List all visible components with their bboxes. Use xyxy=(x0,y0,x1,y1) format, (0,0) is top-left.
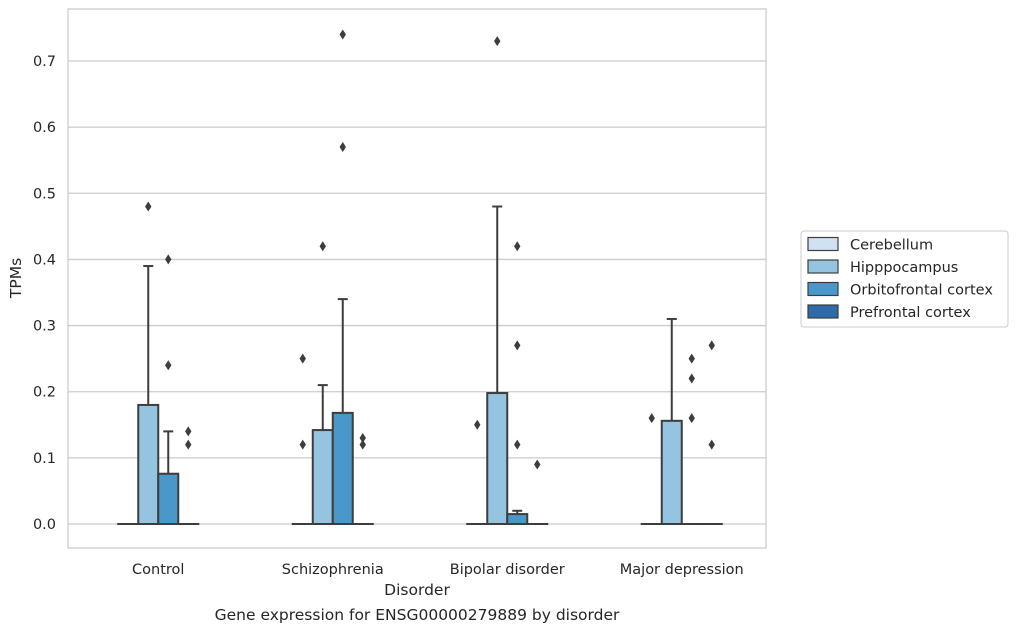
flier-point xyxy=(339,29,346,40)
flier-point xyxy=(165,254,172,265)
box-cerebellum xyxy=(640,413,663,526)
y-tick-label: 0.6 xyxy=(33,120,56,136)
box-body xyxy=(486,392,509,525)
flier-point xyxy=(185,426,192,437)
box-body xyxy=(157,472,180,525)
box-hipppocampus xyxy=(311,241,334,526)
x-tick-label: Bipolar disorder xyxy=(450,562,565,578)
box-hipppocampus xyxy=(137,201,160,526)
legend-swatch xyxy=(807,236,839,252)
flier-point xyxy=(185,439,192,450)
box-cerebellum xyxy=(466,419,489,526)
y-tick-label: 0.5 xyxy=(33,186,56,202)
box-hipppocampus xyxy=(660,317,683,525)
flier-point xyxy=(688,353,695,364)
flier-point xyxy=(708,439,715,450)
legend-label: Cerebellum xyxy=(850,238,933,254)
flier-point xyxy=(145,201,152,212)
flier-point xyxy=(514,439,521,450)
legend-label: Hipppocampus xyxy=(850,260,958,276)
y-axis-title: TPMs xyxy=(7,258,25,299)
y-tick-label: 0.2 xyxy=(33,385,56,401)
y-tick-labels: 0.0 0.1 0.2 0.3 0.4 0.5 0.6 0.7 xyxy=(33,54,56,533)
flier-point xyxy=(299,439,306,450)
x-axis-title: Disorder xyxy=(384,581,450,599)
flier-point xyxy=(708,340,715,351)
flier-point xyxy=(494,36,501,47)
y-tick-label: 0.3 xyxy=(33,319,56,335)
box-prefrontal-cortex xyxy=(526,459,549,526)
plot-marks xyxy=(117,29,723,526)
legend: Cerebellum Hipppocampus Orbitofrontal cort… xyxy=(800,230,1009,328)
flier-point xyxy=(339,141,346,152)
y-tick-label: 0.1 xyxy=(33,451,56,467)
box-body xyxy=(660,419,683,525)
flier-point xyxy=(648,413,655,424)
legend-label: Prefrontal cortex xyxy=(850,305,971,321)
flier-point xyxy=(534,459,541,470)
box-orbitofrontal-cortex xyxy=(680,353,703,526)
flier-point xyxy=(319,241,326,252)
legend-swatch xyxy=(807,281,839,297)
flier-point xyxy=(359,439,366,450)
flier-point xyxy=(514,241,521,252)
box-prefrontal-cortex xyxy=(700,340,723,526)
box-prefrontal-cortex xyxy=(177,426,200,526)
flier-point xyxy=(299,353,306,364)
box-orbitofrontal-cortex xyxy=(331,29,354,526)
flier-point xyxy=(474,419,481,430)
flier-point xyxy=(514,340,521,351)
plot-frame xyxy=(67,8,767,549)
box-body xyxy=(137,403,160,526)
legend-label: Orbitofrontal cortex xyxy=(850,283,993,299)
box-orbitofrontal-cortex xyxy=(157,254,180,525)
flier-point xyxy=(359,433,366,444)
flier-point xyxy=(688,413,695,424)
x-tick-label: Schizophrenia xyxy=(282,562,384,578)
box-orbitofrontal-cortex xyxy=(506,241,529,525)
flier-point xyxy=(165,360,172,371)
box-body xyxy=(506,513,529,525)
x-tick-label: Major depression xyxy=(620,562,744,578)
x-tick-label: Control xyxy=(132,562,184,578)
flier-point xyxy=(688,373,695,384)
legend-frame xyxy=(800,230,1009,328)
box-body xyxy=(331,411,354,526)
box-prefrontal-cortex xyxy=(351,433,374,526)
box-body xyxy=(311,429,334,526)
x-tick-labels: Control Schizophrenia Bipolar disorder Majo… xyxy=(132,562,744,578)
gridlines xyxy=(68,60,766,525)
box-hipppocampus xyxy=(486,36,509,525)
legend-swatch xyxy=(807,304,839,319)
y-tick-label: 0.4 xyxy=(33,252,56,268)
box-cerebellum xyxy=(291,353,314,526)
y-tick-label: 0.0 xyxy=(33,517,56,533)
legend-swatch xyxy=(807,259,839,274)
y-tick-label: 0.7 xyxy=(33,54,56,70)
figure-caption: Gene expression for ENSG00000279889 by d… xyxy=(214,606,620,624)
